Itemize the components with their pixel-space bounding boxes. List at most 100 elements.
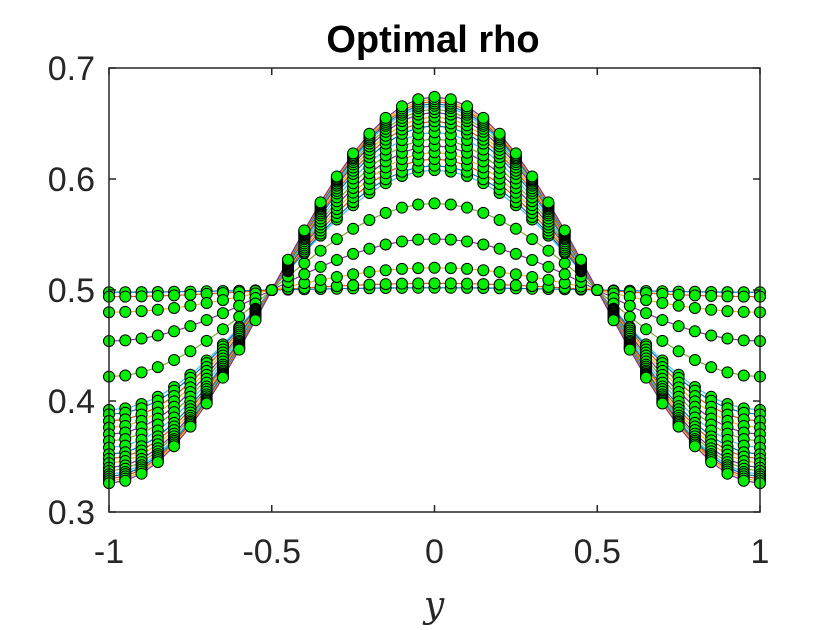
point-21-39 — [737, 474, 750, 487]
point-4-5 — [184, 345, 197, 358]
point-4-33 — [640, 323, 653, 336]
point-1-19 — [412, 277, 425, 290]
point-4-27 — [542, 244, 555, 257]
point-2-5 — [184, 299, 197, 312]
point-21-13 — [314, 196, 327, 209]
point-3-35 — [672, 320, 685, 333]
point-21-31 — [607, 314, 620, 327]
point-21-19 — [412, 93, 425, 106]
point-1-23 — [477, 278, 490, 291]
point-3-36 — [688, 325, 701, 338]
y-tick-label: 0.7 — [48, 50, 95, 88]
point-3-13 — [314, 260, 327, 273]
point-1-3 — [151, 289, 164, 302]
point-21-15 — [347, 147, 360, 160]
point-4-3 — [151, 361, 164, 374]
point-3-16 — [363, 242, 376, 255]
point-21-12 — [298, 224, 311, 237]
point-21-32 — [623, 343, 636, 356]
point-3-5 — [184, 320, 197, 333]
point-3-19 — [412, 233, 425, 246]
point-1-20 — [428, 277, 441, 290]
point-4-15 — [347, 222, 360, 235]
point-1-16 — [363, 278, 376, 291]
point-3-4 — [168, 325, 181, 338]
point-4-28 — [558, 257, 571, 270]
point-2-27 — [542, 273, 555, 286]
point-2-22 — [461, 262, 474, 275]
point-4-34 — [656, 334, 669, 347]
point-21-16 — [363, 127, 376, 140]
point-3-22 — [461, 235, 474, 248]
point-21-20 — [428, 90, 441, 103]
point-3-23 — [477, 238, 490, 251]
point-1-18 — [395, 277, 408, 290]
point-21-22 — [461, 100, 474, 113]
point-21-37 — [705, 456, 718, 469]
point-3-25 — [509, 247, 522, 260]
point-2-37 — [705, 303, 718, 316]
point-21-18 — [395, 100, 408, 113]
point-4-18 — [395, 201, 408, 214]
point-4-4 — [168, 354, 181, 367]
y-tick-label: 0.6 — [48, 161, 95, 199]
point-21-35 — [672, 420, 685, 433]
point-3-33 — [640, 307, 653, 320]
point-3-18 — [395, 235, 408, 248]
point-2-17 — [379, 264, 392, 277]
point-4-12 — [298, 257, 311, 270]
point-21-30 — [591, 284, 604, 296]
point-4-16 — [363, 213, 376, 226]
point-3-17 — [379, 238, 392, 251]
point-2-33 — [640, 294, 653, 307]
point-4-7 — [216, 323, 229, 336]
point-3-6 — [200, 314, 213, 327]
x-tick-label: 1 — [751, 533, 770, 571]
y-tick-label: 0.5 — [48, 272, 95, 310]
point-4-6 — [200, 334, 213, 347]
point-21-3 — [151, 456, 164, 469]
point-2-20 — [428, 261, 441, 274]
point-3-27 — [542, 260, 555, 273]
point-2-7 — [216, 294, 229, 307]
point-21-2 — [135, 467, 148, 480]
point-2-38 — [721, 305, 734, 318]
point-4-32 — [623, 310, 636, 323]
point-1-5 — [184, 288, 197, 301]
point-21-10 — [265, 284, 278, 296]
point-2-39 — [737, 305, 750, 318]
point-21-36 — [688, 440, 701, 453]
point-3-3 — [151, 329, 164, 342]
point-1-24 — [493, 278, 506, 291]
point-21-34 — [656, 397, 669, 410]
point-21-7 — [216, 371, 229, 384]
point-1-17 — [379, 278, 392, 291]
point-4-20 — [428, 197, 441, 210]
point-2-19 — [412, 262, 425, 275]
point-3-34 — [656, 314, 669, 327]
point-4-13 — [314, 244, 327, 257]
point-1-25 — [509, 279, 522, 292]
point-4-17 — [379, 206, 392, 219]
point-21-26 — [526, 170, 539, 183]
point-4-37 — [705, 361, 718, 374]
point-2-36 — [688, 301, 701, 314]
point-2-4 — [168, 301, 181, 314]
point-21-25 — [509, 147, 522, 160]
point-21-29 — [574, 253, 587, 266]
x-tick-label: -1 — [94, 533, 124, 571]
point-4-14 — [330, 233, 343, 246]
point-21-17 — [379, 111, 392, 124]
point-4-25 — [509, 222, 522, 235]
point-2-3 — [151, 303, 164, 316]
point-4-38 — [721, 366, 734, 379]
point-21-1 — [119, 474, 132, 487]
point-2-34 — [656, 297, 669, 310]
point-2-26 — [526, 270, 539, 283]
point-21-5 — [184, 420, 197, 433]
point-21-28 — [558, 224, 571, 237]
point-21-8 — [233, 343, 246, 356]
point-2-35 — [672, 299, 685, 312]
point-2-21 — [444, 262, 457, 275]
point-1-21 — [444, 277, 457, 290]
